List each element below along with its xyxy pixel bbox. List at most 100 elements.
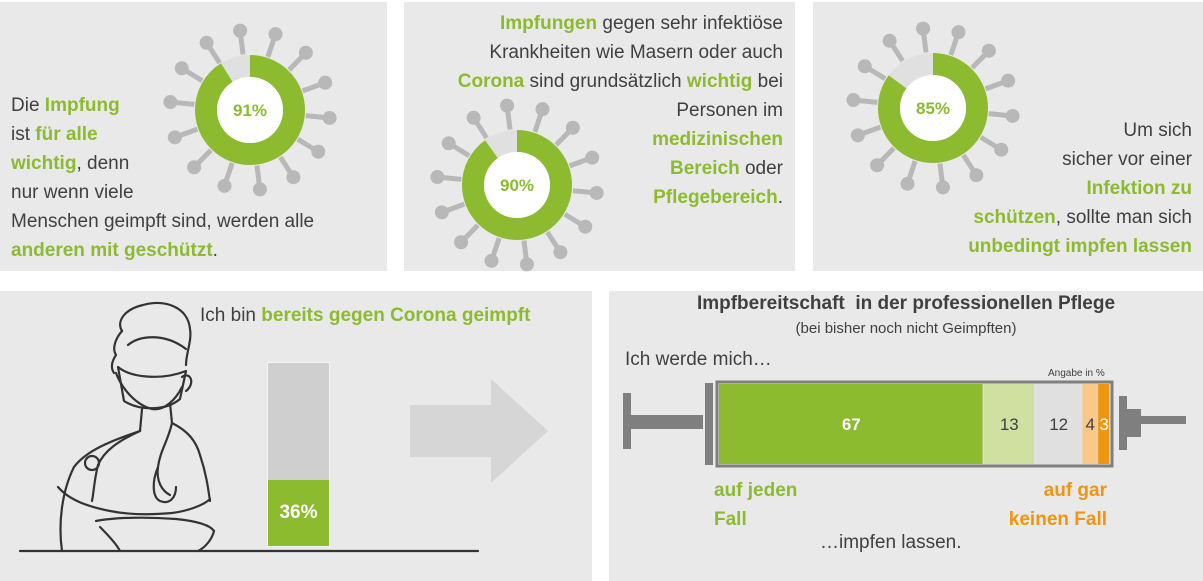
text-denn: , denn xyxy=(76,153,130,174)
text-oder: oder xyxy=(739,158,783,179)
panel1-text: Die Impfung ist für alle wichtig, denn n… xyxy=(11,91,314,265)
virus-spike-knob xyxy=(850,128,865,143)
virus-spike-knob xyxy=(454,235,469,250)
virus-spike-knob xyxy=(535,102,550,117)
virus-spike-knob xyxy=(298,45,313,60)
virus-spike-knob xyxy=(187,160,202,175)
virus-spike-knob xyxy=(846,93,861,108)
text-bei: bei xyxy=(752,71,783,92)
text-impfungen: Impfungen xyxy=(499,13,598,34)
virus-donut-85: 85% xyxy=(846,21,1020,195)
virus-spike-knob xyxy=(585,150,600,165)
syringe-segment xyxy=(1082,384,1098,464)
barrel-flange xyxy=(705,383,713,465)
virus-spike-knob xyxy=(900,176,915,191)
syringe-segment-label: 67 xyxy=(842,415,861,434)
virus-spike-knob xyxy=(430,170,445,185)
text-pflegebereich: Pflegebereich xyxy=(653,187,778,208)
donut-hole xyxy=(484,152,550,218)
text-unbedingt: unbedingt impfen lassen xyxy=(968,236,1192,257)
text-infektion: Infektion zu xyxy=(1086,178,1192,199)
donut-percent-label: 85% xyxy=(916,99,950,118)
virus-spike-knob xyxy=(318,75,333,90)
virus-spike-knob xyxy=(233,23,248,38)
donut-value-arc xyxy=(195,55,305,165)
text-nur-wenn: nur wenn viele xyxy=(11,182,134,203)
panel-infektion-schuetzen: 85% Um sich sicher vor einer Infektion z… xyxy=(813,2,1203,271)
label-auf-jeden: auf jeden xyxy=(714,480,798,501)
syringe-segment xyxy=(983,384,1034,464)
syringe-segment xyxy=(719,384,983,464)
syringe-segment-label: 3 xyxy=(1099,415,1108,434)
virus-spike-knob xyxy=(311,144,326,159)
text-um-sich: Um sich xyxy=(1123,120,1192,141)
virus-spike-knob xyxy=(500,98,515,113)
panel-impfbereitschaft: Impfbereitschaft in der professionellen … xyxy=(609,291,1203,581)
syringe-segment xyxy=(1098,384,1109,464)
label-keinen-fall: keinen Fall xyxy=(1008,509,1107,530)
virus-spike-knob xyxy=(916,21,931,36)
virus-spikes xyxy=(846,21,1020,195)
text-bereits-geimpft: bereits gegen Corona geimpft xyxy=(261,305,531,326)
barrel-tip-2 xyxy=(1127,409,1141,437)
virus-spike-knob xyxy=(857,59,872,74)
virus-spikes xyxy=(163,23,337,197)
text-krankheiten: Krankheiten wie Masern oder auch xyxy=(489,42,783,63)
text-wichtig-2: wichtig xyxy=(686,71,753,92)
text-period: . xyxy=(212,240,218,261)
virus-spike-knob xyxy=(1001,73,1016,88)
text-gegen: gegen sehr infektiöse xyxy=(597,13,783,34)
donut-hole xyxy=(217,77,283,143)
text-menschen: Menschen geimpft sind, werden alle xyxy=(11,211,315,232)
syringe-chart: 67 13 12 4 3 xyxy=(623,380,1186,468)
text-ist: ist xyxy=(11,124,36,145)
syringe-segment-label: 4 xyxy=(1086,415,1095,434)
text-impfung: Impfung xyxy=(44,95,120,116)
virus-spike-knob xyxy=(286,170,301,185)
plunger-rod xyxy=(623,415,703,429)
arrow-icon xyxy=(410,379,548,483)
text-bereich: Bereich xyxy=(669,158,740,179)
virus-spike-knob xyxy=(199,35,214,50)
virus-spike-knob xyxy=(969,168,984,183)
donut-hole xyxy=(900,75,966,141)
virus-spike-knob xyxy=(519,257,534,272)
label-fall: Fall xyxy=(714,509,747,530)
virus-spike-knob xyxy=(163,95,178,110)
virus-spikes xyxy=(430,98,604,272)
unit-note: Angabe in % xyxy=(1048,368,1105,379)
text-sicher: sicher vor einer xyxy=(1062,149,1192,170)
text-anderen: anderen mit geschützt xyxy=(11,240,213,261)
text-sollte: , sollte man sich xyxy=(1055,207,1192,228)
virus-spike-knob xyxy=(870,158,885,173)
virus-spike-knob xyxy=(578,219,593,234)
nurse-illustration xyxy=(18,301,480,553)
panel2-text: Impfungen gegen sehr infektiöse Krankhei… xyxy=(458,9,783,212)
label-auf-jeden-fall: auf jeden Fall xyxy=(714,476,797,534)
text-medizinischen: medizinischen xyxy=(652,129,783,150)
virus-spike-knob xyxy=(565,120,580,135)
vaccinated-bar-track: 36% xyxy=(267,362,330,547)
panel-impfung-fuer-alle: 91% Die Impfung ist für alle wichtig, de… xyxy=(0,2,387,271)
chart-title: Impfbereitschaft in der professionellen … xyxy=(696,293,1116,314)
virus-spike-knob xyxy=(434,205,449,220)
virus-spike-knob xyxy=(994,142,1009,157)
vaccinated-bar-fill: 36% xyxy=(268,480,329,546)
needle xyxy=(1141,416,1186,424)
virus-spike-knob xyxy=(981,43,996,58)
text-die: Die xyxy=(11,95,45,116)
donut-value-arc xyxy=(462,130,572,240)
text-ich-bin: Ich bin xyxy=(200,305,262,326)
virus-spike-knob xyxy=(174,61,189,76)
virus-spike-knob xyxy=(441,136,456,151)
chart-footer: …impfen lassen. xyxy=(820,532,962,553)
syringe-segment-label: 13 xyxy=(1000,415,1019,434)
virus-spike-knob xyxy=(935,180,950,195)
virus-spike-knob xyxy=(167,130,182,145)
text-fuer-alle: für alle xyxy=(35,124,98,145)
virus-spike-knob xyxy=(589,185,604,200)
panel-impfungen-wichtig: 90% Impfungen gegen sehr infektiöse Kran… xyxy=(404,2,795,272)
label-auf-gar: auf gar xyxy=(1043,480,1107,501)
virus-spike-knob xyxy=(553,245,568,260)
panel4-heading: Ich bin bereits gegen Corona geimpft xyxy=(200,305,530,327)
